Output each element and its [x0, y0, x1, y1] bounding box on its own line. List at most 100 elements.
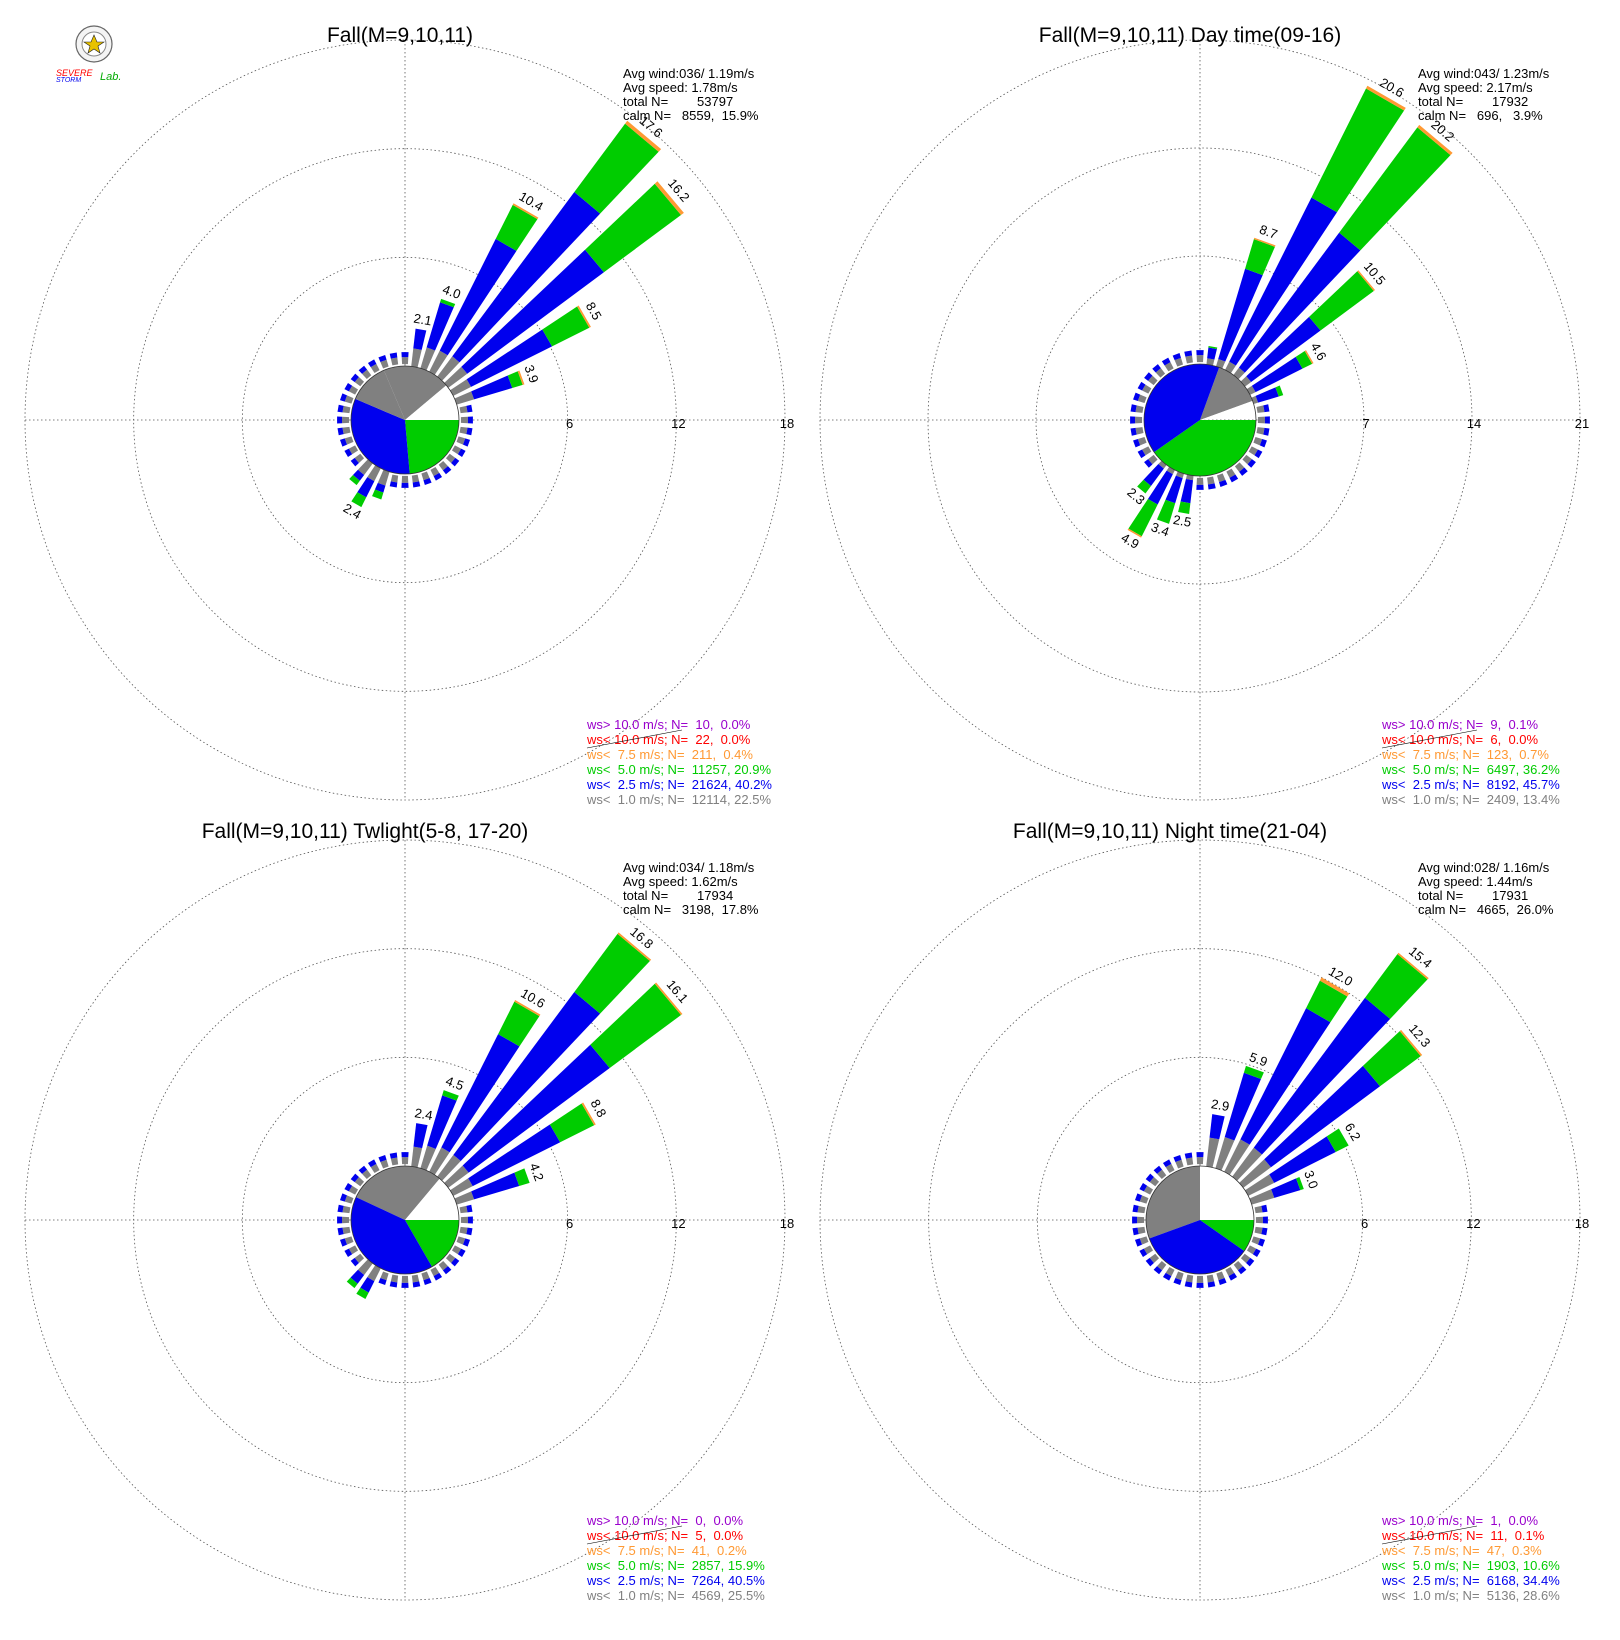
calm-pie-slice	[350, 1197, 432, 1274]
rim-petal-light	[344, 1182, 353, 1192]
petal-segment-moderate	[495, 204, 538, 251]
rim-petal-light	[401, 1152, 409, 1158]
legend-entry: ws< 7.5 m/s; N= 41, 0.2%	[586, 1543, 747, 1558]
calm-pie-slice	[1154, 420, 1256, 477]
petal-segment-light	[374, 482, 386, 493]
rim-petal-calm	[1225, 1266, 1235, 1277]
rim-petal-light	[1229, 474, 1239, 483]
legend-entry: ws< 10.0 m/s; N= 11, 0.1%	[1381, 1528, 1545, 1543]
rim-petal-light	[401, 352, 409, 358]
petal-value-label: 4.0	[441, 282, 463, 302]
petal-segment-moderate	[507, 371, 523, 389]
rim-petal-light	[337, 416, 343, 424]
rim-petal-calm	[1143, 1245, 1154, 1255]
petal-segment-calm	[454, 1191, 475, 1205]
petal-segment-light	[453, 991, 601, 1162]
rim-petal-light	[466, 1204, 473, 1213]
legend-entry: ws< 1.0 m/s; N= 4569, 25.5%	[586, 1588, 765, 1603]
rim-petal-light	[344, 1248, 353, 1258]
rim-petal-light	[1219, 479, 1228, 487]
petal-segment-calm	[1158, 460, 1167, 469]
rim-petal-light	[339, 1238, 348, 1247]
rim-petal-light	[1134, 1193, 1143, 1202]
rim-petal-calm	[1253, 436, 1263, 446]
rim-petal-light	[433, 472, 443, 481]
petal-segment-light	[1218, 268, 1263, 362]
rim-petal-calm	[1142, 384, 1152, 394]
petal-segment-light	[1264, 1065, 1381, 1168]
petal-segment-moderate	[1243, 1065, 1264, 1080]
windrose-panel: 6 12 182.14.010.417.616.28.53.92.4Fall(M=9…	[24, 24, 794, 807]
calm-n-text: calm N= 696, 3.9%	[1418, 108, 1543, 123]
rim-petal-calm	[1207, 476, 1215, 485]
petal-segment-moderate	[549, 1103, 595, 1143]
svg-text:STORM: STORM	[56, 77, 81, 84]
rim-petal-light	[433, 1272, 443, 1281]
rim-petal-calm	[1185, 355, 1193, 364]
svg-text:Lab.: Lab.	[100, 71, 121, 83]
rim-petal-light	[337, 1227, 344, 1236]
rim-petal-light	[1132, 1216, 1138, 1224]
rim-petal-light	[1145, 1173, 1154, 1183]
petal-segment-fresh	[1357, 270, 1376, 291]
petal-segment-calm	[1215, 358, 1226, 369]
petal-segment-light	[441, 1034, 520, 1153]
rim-petal-calm	[1248, 446, 1258, 456]
legend-entry: ws< 2.5 m/s; N= 6168, 34.4%	[1381, 1573, 1560, 1588]
petal-segment-light	[1207, 347, 1217, 360]
petal-segment-light	[1238, 232, 1361, 373]
petal-segment-light	[471, 1172, 520, 1200]
rim-petal-calm	[1216, 473, 1226, 483]
petal-segment-moderate	[1245, 239, 1275, 276]
rim-petal-light	[467, 1216, 473, 1224]
rim-petal-light	[423, 1277, 432, 1286]
petal-segment-calm	[357, 1259, 373, 1275]
petal-segment-light	[461, 249, 604, 374]
rim-petal-light	[462, 1238, 471, 1247]
avg-wind-text: Avg wind:034/ 1.18m/s	[623, 860, 755, 875]
petal-segment-light	[1143, 464, 1164, 487]
ring-tick-label: 6	[566, 1216, 573, 1231]
petal-segment-calm	[429, 1147, 450, 1175]
ring-tick-label: 6	[566, 416, 573, 431]
rim-petal-light	[1264, 416, 1270, 424]
rim-petal-light	[1259, 439, 1267, 448]
calm-pie-outline	[1145, 1165, 1255, 1275]
rim-petal-calm	[362, 1169, 372, 1180]
petal-segment-light	[1180, 478, 1194, 504]
rim-petal-light	[358, 1165, 368, 1174]
petal-segment-light	[468, 1124, 561, 1187]
rim-petal-calm	[1135, 405, 1144, 413]
petal-segment-moderate	[1326, 1128, 1349, 1153]
petal-segment-light	[1229, 197, 1337, 366]
petal-value-label: 2.9	[1210, 1096, 1230, 1114]
petal-segment-moderate	[498, 1001, 540, 1047]
rim-petal-light	[389, 1152, 398, 1159]
petal-value-label: 2.5	[1172, 512, 1192, 530]
rim-petal-light	[467, 416, 473, 424]
rim-petal-calm	[348, 385, 359, 395]
rim-petal-calm	[344, 1236, 354, 1245]
chart-title: Fall(M=9,10,11) Night time(21-04)	[1013, 820, 1327, 843]
petal-segment-calm	[1225, 361, 1236, 374]
petal-segment-calm	[420, 347, 436, 371]
petal-value-label: 8.7	[1257, 222, 1279, 242]
rim-petal-light	[1239, 467, 1248, 476]
rim-petal-calm	[380, 359, 389, 369]
rim-petal-calm	[1137, 1205, 1146, 1214]
petal-segment-light	[1271, 1178, 1301, 1198]
rim-petal-calm	[1143, 1185, 1154, 1195]
rim-petal-light	[1152, 364, 1161, 373]
legend-entry: ws< 7.5 m/s; N= 211, 0.4%	[586, 747, 753, 762]
rim-petal-light	[1139, 1248, 1148, 1258]
rim-petal-calm	[348, 445, 359, 455]
rim-petal-calm	[1255, 1216, 1263, 1224]
petal-segment-light	[1269, 1136, 1336, 1183]
grid-ring	[241, 1056, 569, 1384]
ring-tick-label: 12	[1466, 1216, 1480, 1231]
calm-pie-slice	[356, 1165, 440, 1220]
rim-petal-calm	[1149, 1253, 1160, 1263]
rim-petal-light	[1184, 1281, 1193, 1288]
legend-entry: ws< 2.5 m/s; N= 7264, 40.5%	[586, 1573, 765, 1588]
petal-segment-light	[426, 302, 454, 351]
